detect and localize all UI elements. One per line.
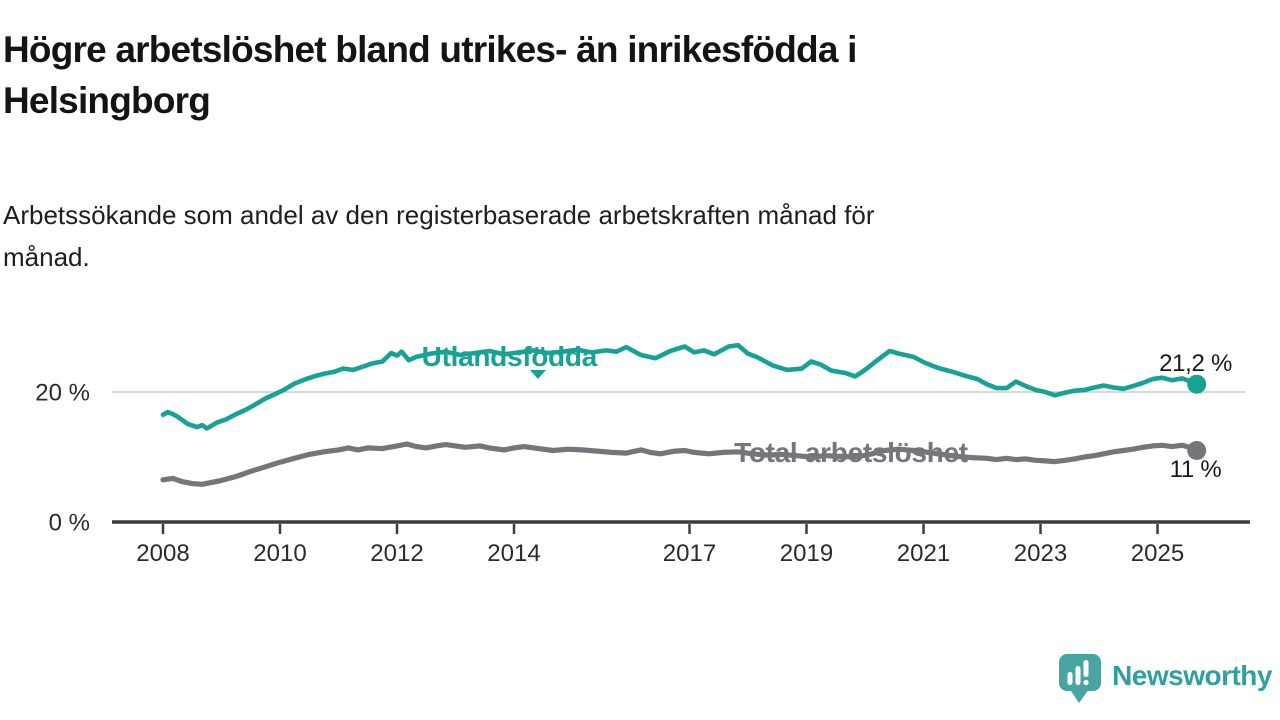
newsworthy-logo-text: Newsworthy [1112,660,1272,691]
series-line-teal [160,342,1199,431]
label-total: Total arbetslöshet [734,437,968,468]
x-tick-label-2023: 2023 [1014,540,1067,567]
value-utlandsfodda: 21,2 % [1159,350,1232,377]
series-line-gray [160,441,1200,487]
y-axis-label-0: 0 % [49,510,90,537]
x-tick-label-2008: 2008 [136,540,189,567]
x-tick-label-2017: 2017 [663,540,716,567]
subtitle-line-1: Arbetssökande som andel av den registerb… [3,200,875,230]
x-tick-label-2019: 2019 [780,540,833,567]
y-axis-label-20: 20 % [35,380,90,407]
series-end-dot-gray [1187,441,1207,460]
x-tick-label-2014: 2014 [487,540,540,567]
label-utlandsfodda-arrow-down-icon [529,370,546,379]
newsworthy-logo[interactable]: Newsworthy [1058,648,1272,704]
series-end-dot-teal [1187,374,1207,394]
x-tick-label-2010: 2010 [253,540,306,567]
newsworthy-chart-bubble-icon [1059,654,1102,703]
label-utlandsfodda: Utlandsfödda [422,341,598,372]
x-tick-label-2025: 2025 [1131,540,1184,567]
title-line-2: Helsingborg [3,80,211,121]
chart-subtitle: Arbetssökande som andel av den registerb… [3,194,1203,278]
title-line-1: Högre arbetslöshet bland utrikes- än inr… [3,29,857,70]
x-tick-label-2012: 2012 [370,540,423,567]
page-title: Högre arbetslöshet bland utrikes- än inr… [3,24,1168,126]
x-tick-label-2021: 2021 [897,540,950,567]
subtitle-line-2: månad. [3,242,90,272]
value-total: 11 % [1170,456,1222,483]
